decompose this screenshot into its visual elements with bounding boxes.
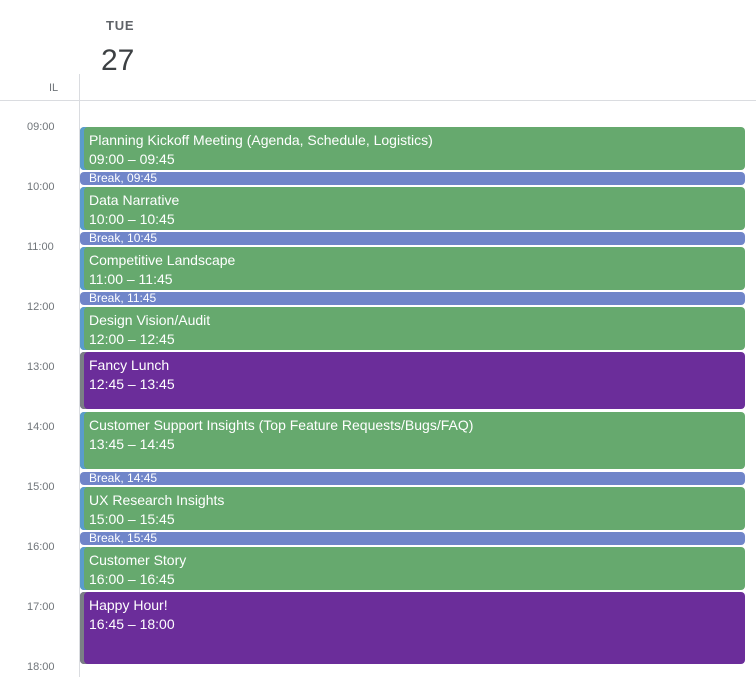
day-grid[interactable]: 09:00 10:00 11:00 12:00 13:00 14:00 15:0…: [0, 101, 756, 677]
event-time: 10:00 – 10:45: [89, 211, 175, 227]
day-name[interactable]: TUE: [106, 18, 135, 33]
event-time: 15:00 – 15:45: [89, 511, 175, 527]
event-title: Fancy Lunch: [89, 357, 170, 373]
header-divider: [79, 74, 80, 100]
hour-label: 09:00: [27, 121, 55, 133]
hour-label: 16:00: [27, 541, 55, 553]
break-time: 14:45: [127, 472, 158, 485]
break-title: Break: [89, 472, 121, 485]
hour-label: 15:00: [27, 481, 55, 493]
break-time: 09:45: [127, 172, 158, 185]
event-title: Customer Story: [89, 552, 187, 568]
event-title: Competitive Landscape: [89, 252, 236, 268]
event-time: 12:00 – 12:45: [89, 331, 175, 347]
event-title: Planning Kickoff Meeting (Agenda, Schedu…: [89, 132, 433, 148]
break-time: 10:45: [127, 232, 158, 245]
calendar-event[interactable]: Fancy Lunch 12:45 – 13:45: [80, 352, 745, 409]
calendar-event[interactable]: Design Vision/Audit 12:00 – 12:45: [80, 307, 745, 350]
calendar-event[interactable]: UX Research Insights 15:00 – 15:45: [80, 487, 745, 530]
day-header: TUE 27 IL: [0, 0, 756, 101]
event-time: 16:45 – 18:00: [89, 616, 175, 632]
break-title: Break: [89, 532, 121, 545]
break-event[interactable]: Break, 11:45: [80, 292, 745, 305]
calendar-event[interactable]: Customer Support Insights (Top Feature R…: [80, 412, 745, 469]
timezone-label: IL: [49, 82, 59, 94]
break-event[interactable]: Break, 15:45: [80, 532, 745, 545]
break-event[interactable]: Break, 09:45: [80, 172, 745, 185]
calendar-event[interactable]: Customer Story 16:00 – 16:45: [80, 547, 745, 590]
break-time: 15:45: [127, 532, 158, 545]
calendar-event[interactable]: Planning Kickoff Meeting (Agenda, Schedu…: [80, 127, 745, 170]
break-event[interactable]: Break, 10:45: [80, 232, 745, 245]
day-number[interactable]: 27: [101, 44, 135, 77]
hour-label: 12:00: [27, 301, 55, 313]
hour-label: 11:00: [27, 241, 54, 253]
break-title: Break: [89, 232, 121, 245]
break-event[interactable]: Break, 14:45: [80, 472, 745, 485]
event-title: Customer Support Insights (Top Feature R…: [89, 417, 474, 433]
calendar-event[interactable]: Data Narrative 10:00 – 10:45: [80, 187, 745, 230]
hour-label: 17:00: [27, 601, 55, 613]
event-time: 09:00 – 09:45: [89, 151, 175, 167]
time-gutter-divider: [79, 101, 80, 677]
hour-label: 14:00: [27, 421, 55, 433]
event-time: 16:00 – 16:45: [89, 571, 175, 587]
break-title: Break: [89, 292, 121, 305]
event-time: 12:45 – 13:45: [89, 376, 175, 392]
break-title: Break: [89, 172, 121, 185]
event-time: 13:45 – 14:45: [89, 436, 175, 452]
calendar-event[interactable]: Competitive Landscape 11:00 – 11:45: [80, 247, 745, 290]
calendar-event[interactable]: Happy Hour! 16:45 – 18:00: [80, 592, 745, 664]
hour-label: 13:00: [27, 361, 55, 373]
event-title: Happy Hour!: [89, 597, 168, 613]
event-time: 11:00 – 11:45: [89, 271, 173, 287]
break-time: 11:45: [127, 292, 157, 305]
event-title: Data Narrative: [89, 192, 180, 208]
hour-label: 10:00: [27, 181, 55, 193]
hour-label: 18:00: [27, 661, 55, 673]
header-bottom-rule: [0, 100, 756, 101]
event-title: UX Research Insights: [89, 492, 225, 508]
event-title: Design Vision/Audit: [89, 312, 211, 328]
